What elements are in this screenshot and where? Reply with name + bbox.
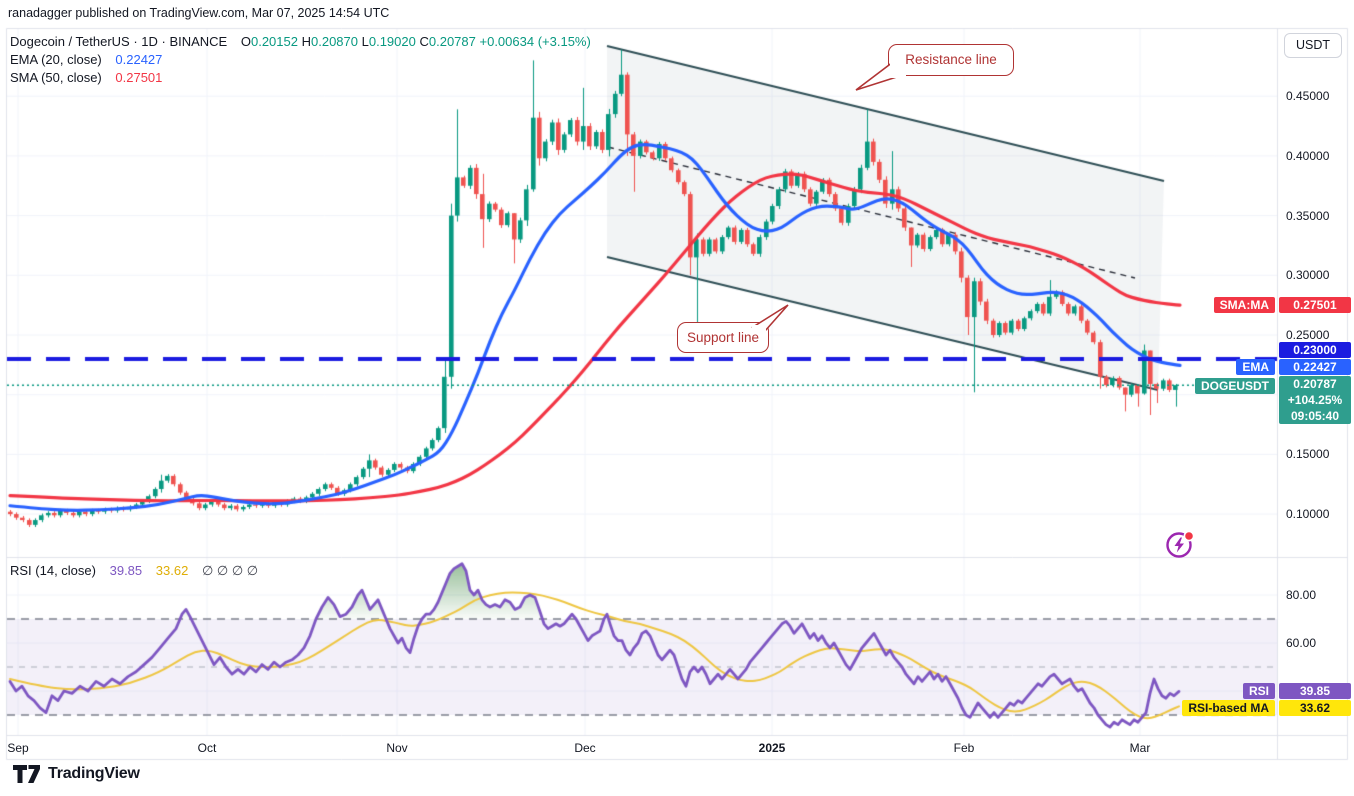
price-axis-label: 0.45000 [1286,89,1330,104]
attribution-text: ranadagger published on TradingView.com,… [8,6,390,20]
ohlc-close: C0.20787 [419,34,476,49]
symbol-title: Dogecoin / TetherUS · 1D · BINANCE [10,34,228,49]
ema-legend-row: EMA (20, close) 0.22427 [10,51,591,69]
tradingview-logo-text: TradingView [48,765,140,782]
tradingview-logo[interactable]: TradingView [12,764,140,784]
price-axis-label: 0.30000 [1286,268,1330,283]
ohlc-high: H0.20870 [301,34,358,49]
rsi-axis-label: 80.00 [1286,588,1317,602]
last-price-badge: 0.20787 +104.25% 09:05:40 [1279,376,1351,424]
flash-ideas-icon[interactable] [1164,528,1200,562]
time-axis-label: Sep [7,741,29,755]
price-axis-label: 0.40000 [1286,148,1330,163]
sma-axis-chip: SMA:MA [1213,297,1275,313]
rsi-legend: RSI (14, close) 39.85 33.62 ∅ ∅ ∅ ∅ [10,563,258,579]
rsi-label: RSI (14, close) [10,563,96,578]
ema-axis-chip: EMA [1236,359,1275,375]
chart-legend: Dogecoin / TetherUS · 1D · BINANCE O0.20… [10,33,591,87]
change-value: +0.00634 (+3.15%) [479,34,591,49]
bar-countdown: 09:05:40 [1290,409,1340,423]
support-callout-tail [751,304,789,332]
ema-label: EMA (20, close) [10,52,102,67]
resistance-callout-tail [855,60,906,91]
rsi-ma-axis-chip: RSI-based MA [1182,700,1275,716]
time-axis-label: Nov [386,741,408,755]
rsi-axis-chip: RSI [1242,683,1275,699]
price-axis-label: 0.35000 [1286,208,1330,223]
sma-price-badge: 0.27501 [1279,297,1351,313]
price-axis-label: 0.10000 [1286,507,1330,522]
sma-label: SMA (50, close) [10,70,102,85]
symbol-axis-chip: DOGEUSDT [1194,378,1275,394]
rsi-empty-inputs: ∅ ∅ ∅ ∅ [201,563,259,578]
rsi-value-badge: 39.85 [1279,683,1351,699]
rsi-value: 39.85 [109,563,143,578]
tradingview-logo-icon [13,765,40,783]
time-axis-label: Dec [574,741,596,755]
resistance-line-callout[interactable]: Resistance line [888,44,1014,76]
rsi-ma-value-badge: 33.62 [1279,700,1351,716]
rsi-ma-value: 33.62 [155,563,189,578]
last-price-value: 0.20787 [1293,377,1337,391]
rsi-axis-label: 60.00 [1286,636,1317,650]
sma-legend-row: SMA (50, close) 0.27501 [10,69,591,87]
ohlc-low: L0.19020 [361,34,416,49]
price-axis-label: 0.25000 [1286,328,1330,342]
ema-value: 0.22427 [115,52,163,67]
time-axis-label: Mar [1129,741,1151,755]
time-axis-label: 2025 [758,741,786,755]
currency-unit-button[interactable]: USDT [1284,33,1342,58]
symbol-title-row: Dogecoin / TetherUS · 1D · BINANCE O0.20… [10,33,591,51]
time-axis-label: Oct [197,741,217,755]
price-axis-label: 0.15000 [1286,447,1330,462]
sma-value: 0.27501 [115,70,163,85]
hline-price-badge: 0.23000 [1279,342,1351,358]
time-axis-label: Feb [953,741,975,755]
ohlc-open: O0.20152 [240,34,298,49]
last-price-change: +104.25% [1287,393,1343,407]
ema-price-badge: 0.22427 [1279,359,1351,375]
